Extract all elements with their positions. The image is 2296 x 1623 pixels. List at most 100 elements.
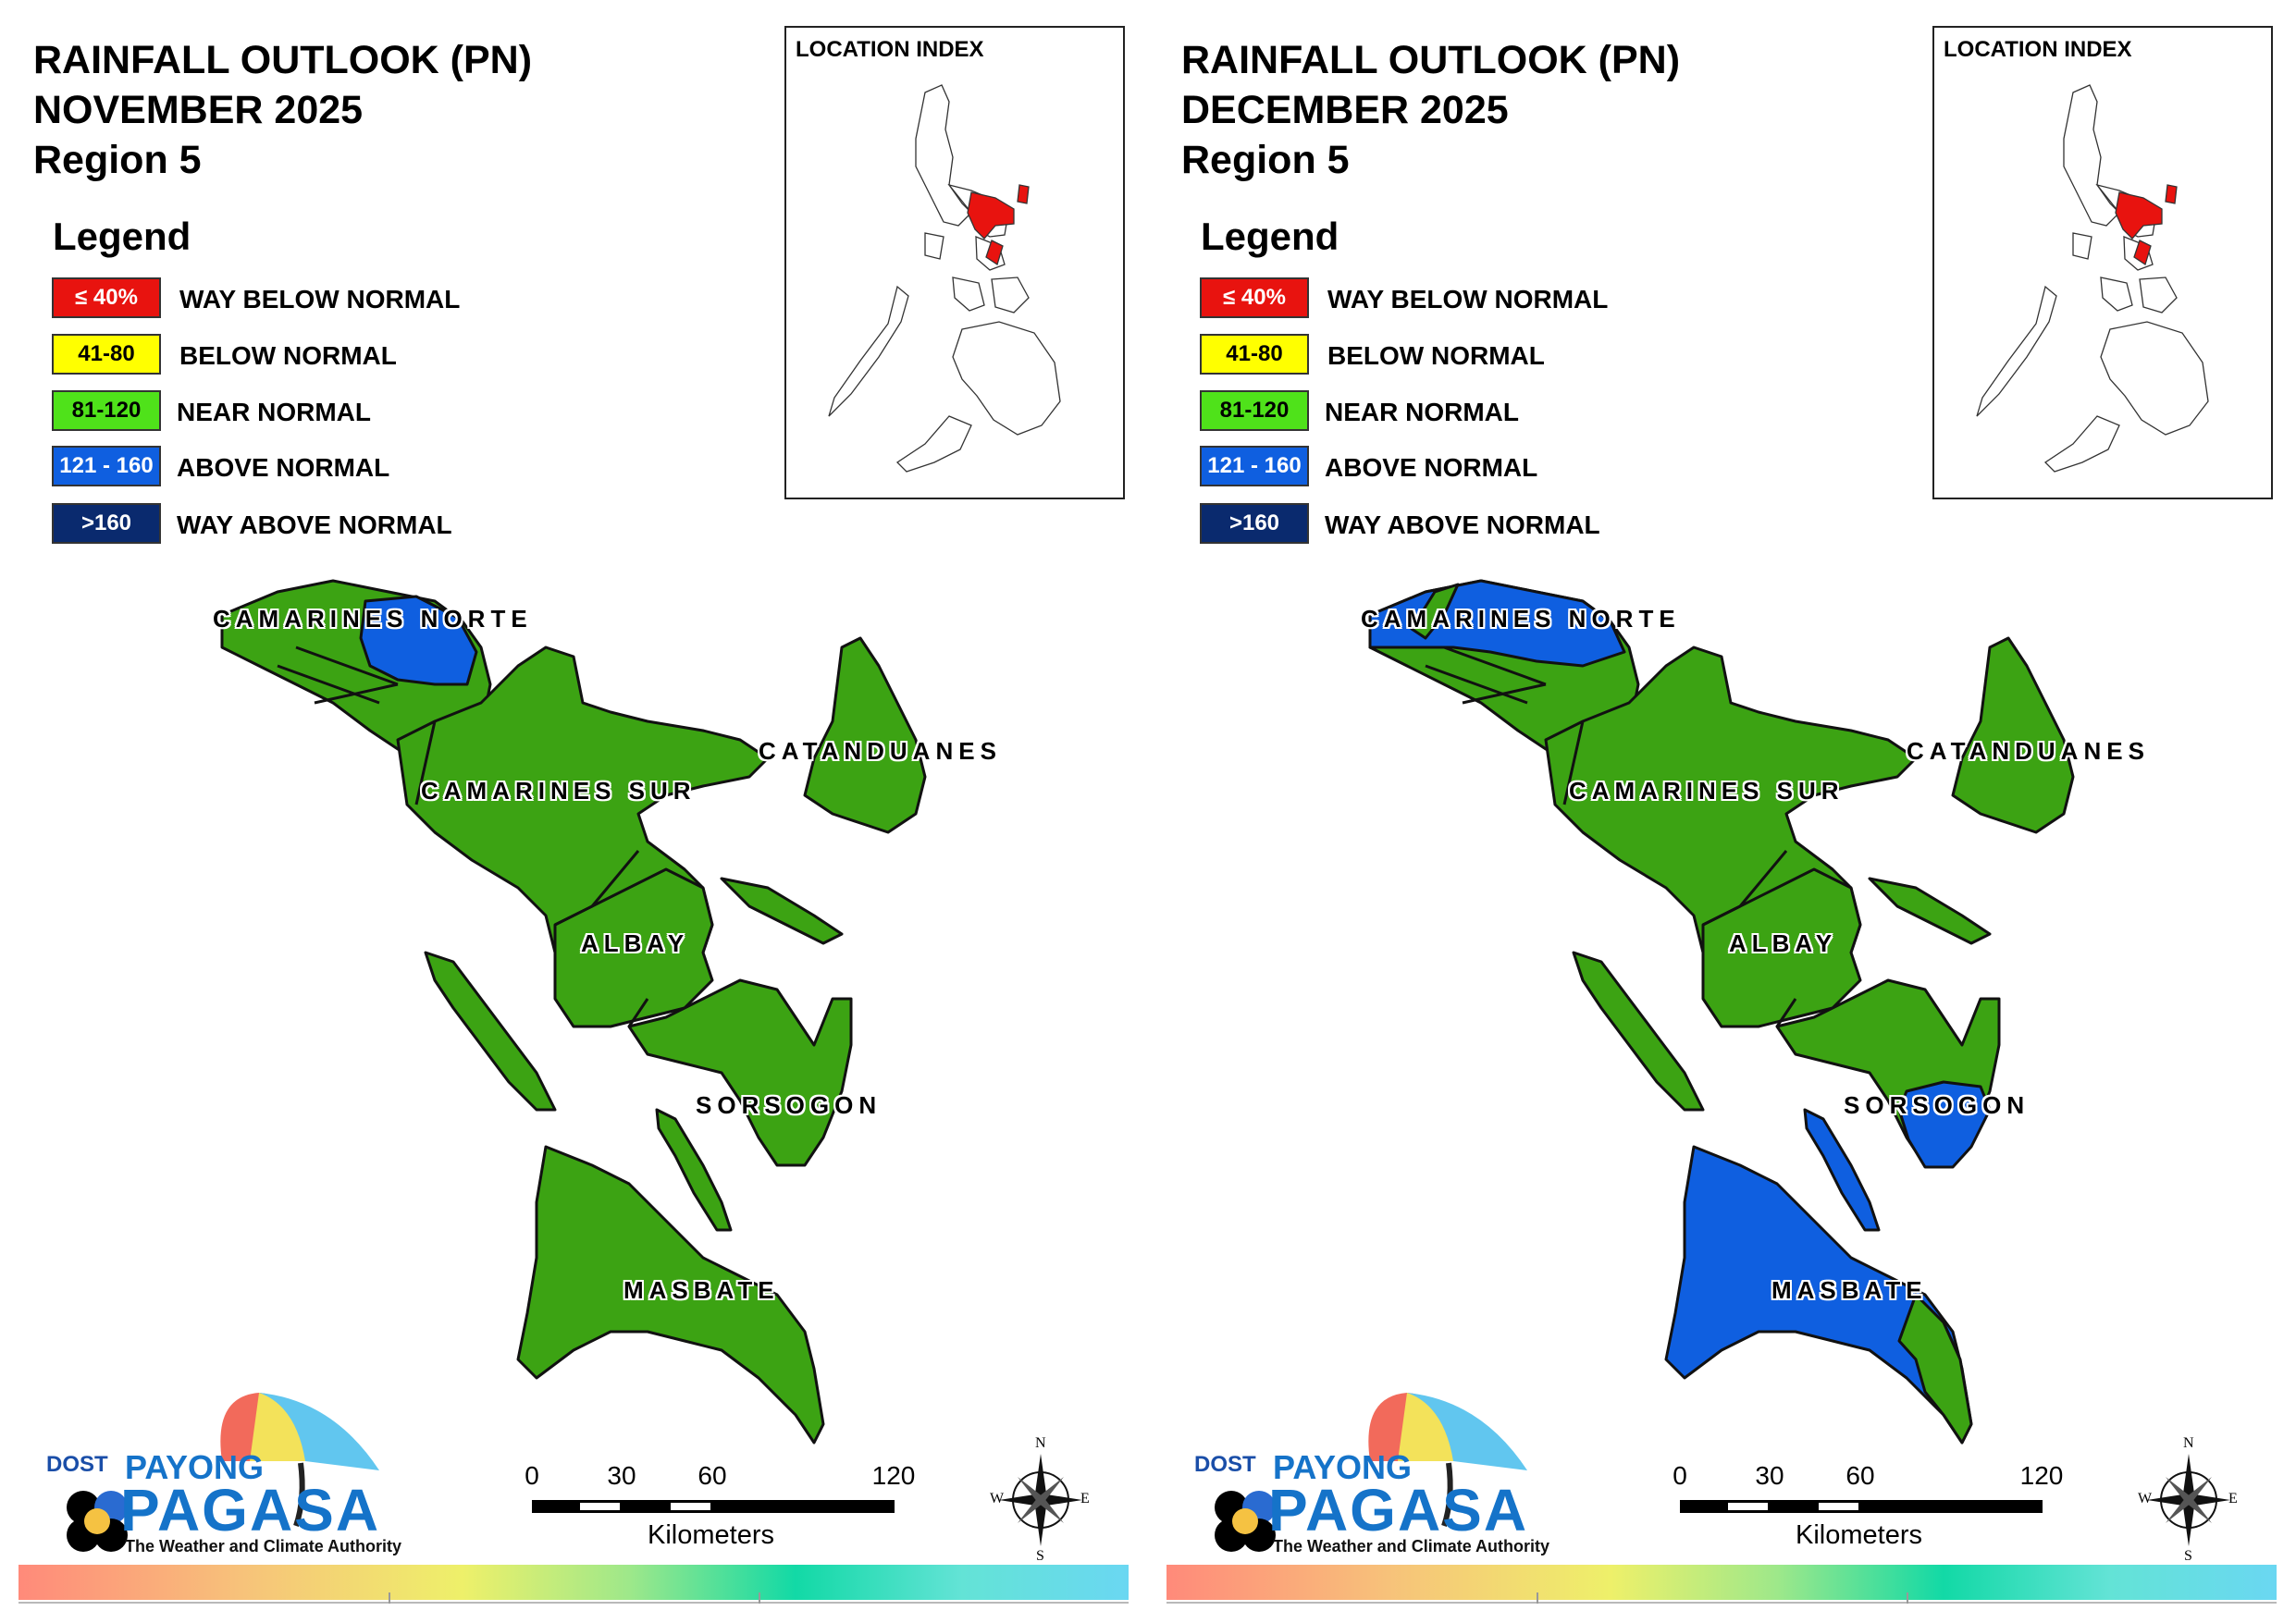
brand-tagline: The Weather and Climate Authority (125, 1537, 402, 1555)
scale-unit: Kilometers (1796, 1520, 1922, 1550)
map-panel-november: RAINFALL OUTLOOK (PN) NOVEMBER 2025 Regi… (19, 26, 1129, 1604)
compass-n: N (1035, 1435, 1046, 1451)
scale-bar: 0 30 60 120 Kilometers (1673, 1461, 2064, 1550)
scale-bar: 0 30 60 120 Kilometers (525, 1461, 916, 1550)
province-masbate-near-area (1897, 1293, 1973, 1445)
label-albay: ALBAY (1729, 929, 1838, 957)
scale-tick: 30 (1755, 1461, 1784, 1490)
footer-color-band (19, 1565, 1129, 1600)
legend-label: NEAR NORMAL (177, 398, 371, 426)
brand-pagasa: PAGASA (1268, 1477, 1529, 1543)
compass-w: W (2138, 1491, 2153, 1506)
compass-rose: N S E W (990, 1435, 1092, 1565)
legend-swatch: 81-120 (1200, 390, 1309, 431)
province-sorsogon-above-area (1897, 1080, 1992, 1169)
label-camarines-norte: CAMARINES NORTE (213, 605, 533, 633)
label-camarines-sur: CAMARINES SUR (421, 777, 697, 805)
label-sorsogon: SORSOGON (696, 1091, 883, 1119)
inset-title: LOCATION INDEX (1944, 37, 2132, 62)
brand-dost: DOST (1194, 1452, 1256, 1477)
scale-tick: 30 (607, 1461, 636, 1490)
scale-tick: 0 (1673, 1461, 1687, 1490)
legend-swatch: ≤ 40% (52, 277, 161, 318)
title-line-1: RAINFALL OUTLOOK (PN) (1181, 38, 1681, 82)
scale-tick: 120 (871, 1461, 916, 1490)
legend-label: NEAR NORMAL (1325, 398, 1519, 426)
map-title: RAINFALL OUTLOOK (PN) DECEMBER 2025 Regi… (1181, 35, 1680, 185)
legend-swatch: 121 - 160 (52, 446, 161, 486)
inset-title: LOCATION INDEX (796, 37, 984, 62)
province-masbate-burias (424, 951, 557, 1112)
compass-icon (999, 1454, 1082, 1546)
legend-item-way-below: ≤ 40% WAY BELOW NORMAL (52, 277, 533, 320)
brand-payong: PAYONG (125, 1448, 265, 1486)
philippines-map-icon (1976, 84, 2209, 473)
compass-s: S (2184, 1548, 2192, 1564)
region-5-map (1368, 579, 2075, 1445)
title-line-3: Region 5 (1181, 138, 1350, 182)
province-albay (553, 867, 714, 1028)
legend-label: BELOW NORMAL (1327, 341, 1545, 370)
scale-tick: 0 (525, 1461, 539, 1490)
location-index-inset: LOCATION INDEX (784, 26, 1125, 499)
legend-item-near: 81-120 NEAR NORMAL (1200, 390, 1681, 433)
label-catanduanes: CATANDUANES (1907, 737, 2150, 765)
scale-tick: 60 (1845, 1461, 1875, 1490)
province-albay (1701, 867, 1862, 1028)
legend-item-way-above: >160 WAY ABOVE NORMAL (1200, 503, 1681, 546)
pagasa-logo: DOST PAYONG PAGASA The Weather and Clima… (28, 1387, 416, 1563)
compass-e: E (1080, 1491, 1090, 1506)
label-masbate: MASBATE (1771, 1276, 1928, 1304)
legend-swatch: 81-120 (52, 390, 161, 431)
province-masbate-ticao (1803, 1108, 1881, 1232)
legend-item-above: 121 - 160 ABOVE NORMAL (1200, 446, 1681, 488)
brand-payong: PAYONG (1273, 1448, 1413, 1486)
scale-tick: 120 (2019, 1461, 2064, 1490)
compass-w: W (990, 1491, 1005, 1506)
compass-s: S (1036, 1548, 1044, 1564)
legend-label: BELOW NORMAL (179, 341, 397, 370)
legend-label: WAY BELOW NORMAL (1327, 285, 1609, 314)
title-line-2: DECEMBER 2025 (1181, 88, 1509, 132)
footer-color-band (1167, 1565, 2277, 1600)
province-catanduanes (1951, 636, 2075, 834)
brand-tagline: The Weather and Climate Authority (1273, 1537, 1550, 1555)
region-5-map (220, 579, 927, 1445)
legend-item-below: 41-80 BELOW NORMAL (1200, 334, 1681, 376)
compass-e: E (2228, 1491, 2238, 1506)
legend-item-way-above: >160 WAY ABOVE NORMAL (52, 503, 533, 546)
location-index-inset: LOCATION INDEX (1932, 26, 2273, 499)
brand-pagasa: PAGASA (120, 1477, 381, 1543)
compass-icon (2147, 1454, 2230, 1546)
scale-unit: Kilometers (648, 1520, 774, 1550)
legend-label: ABOVE NORMAL (177, 453, 390, 482)
legend-swatch: 41-80 (52, 334, 161, 375)
compass-rose: N S E W (2138, 1435, 2240, 1565)
philippines-map-icon (828, 84, 1061, 473)
title-line-1: RAINFALL OUTLOOK (PN) (33, 38, 533, 82)
province-catanduanes (803, 636, 927, 834)
label-catanduanes: CATANDUANES (759, 737, 1002, 765)
legend-item-below: 41-80 BELOW NORMAL (52, 334, 533, 376)
map-title: RAINFALL OUTLOOK (PN) NOVEMBER 2025 Regi… (33, 35, 532, 185)
legend-label: WAY ABOVE NORMAL (177, 510, 452, 539)
legend-item-way-below: ≤ 40% WAY BELOW NORMAL (1200, 277, 1681, 320)
legend-item-near: 81-120 NEAR NORMAL (52, 390, 533, 433)
label-camarines-norte: CAMARINES NORTE (1361, 605, 1681, 633)
legend-label: WAY ABOVE NORMAL (1325, 510, 1600, 539)
title-line-2: NOVEMBER 2025 (33, 88, 364, 132)
label-masbate: MASBATE (623, 1276, 780, 1304)
label-sorsogon: SORSOGON (1844, 1091, 2031, 1119)
pagasa-logo: DOST PAYONG PAGASA The Weather and Clima… (1176, 1387, 1564, 1563)
umbrella-icon (67, 1393, 379, 1552)
title-line-3: Region 5 (33, 138, 202, 182)
legend-swatch: 41-80 (1200, 334, 1309, 375)
province-masbate-ticao (655, 1108, 733, 1232)
legend-swatch: ≤ 40% (1200, 277, 1309, 318)
legend-item-above: 121 - 160 ABOVE NORMAL (52, 446, 533, 488)
legend-label: WAY BELOW NORMAL (179, 285, 461, 314)
brand-dost: DOST (46, 1452, 108, 1477)
province-masbate-burias (1572, 951, 1705, 1112)
legend-swatch: >160 (52, 503, 161, 544)
label-albay: ALBAY (581, 929, 690, 957)
